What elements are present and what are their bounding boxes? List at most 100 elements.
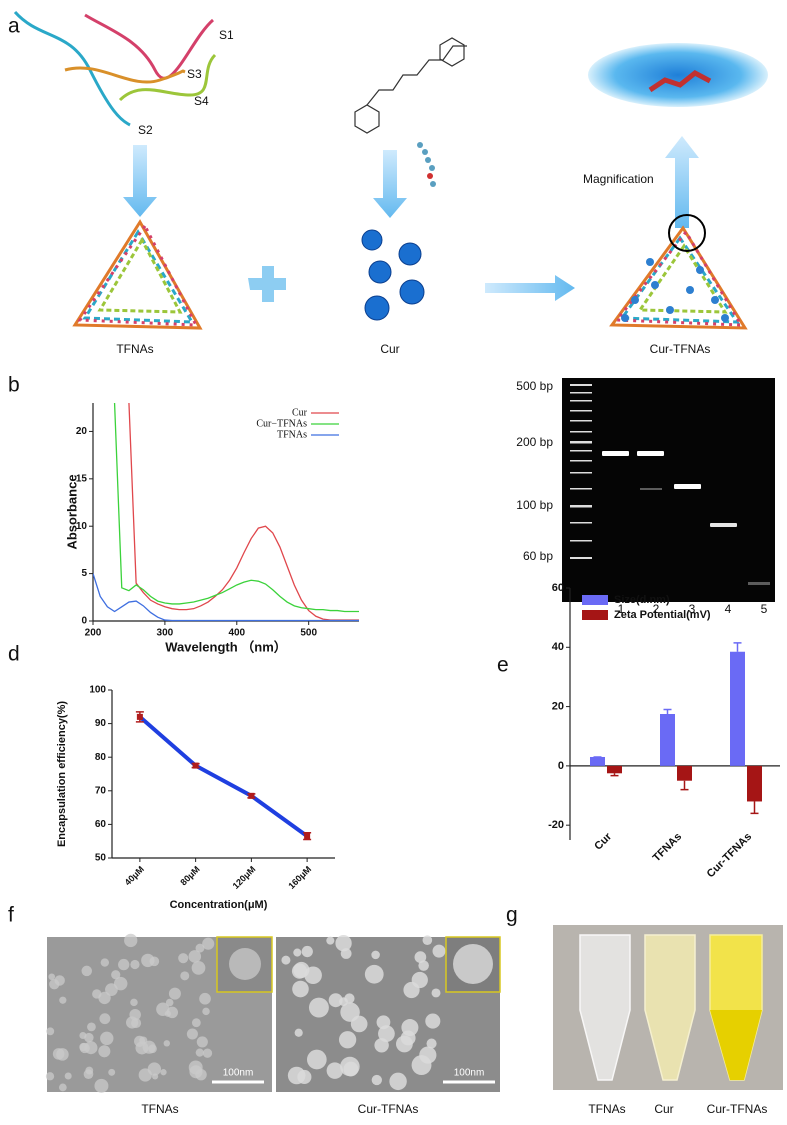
arrow [123, 145, 157, 217]
panel-letter: e [497, 654, 509, 677]
particle [389, 1072, 407, 1091]
particle [202, 1007, 210, 1016]
y-tick-label: 5 [81, 568, 87, 579]
particle [195, 1048, 204, 1057]
particle [422, 935, 433, 945]
panel-letter: g [506, 904, 518, 927]
y-tick-label: -20 [548, 819, 564, 831]
particle [281, 955, 291, 965]
particle [79, 1042, 88, 1052]
particles [45, 933, 446, 1093]
y-axis-label: Encapsulation efficiency(%) [56, 701, 68, 847]
particle [191, 1018, 201, 1028]
lane-label: 1 [618, 602, 625, 616]
x-tick-label: 200 [85, 628, 102, 639]
particle [142, 1040, 156, 1054]
particle [432, 944, 446, 958]
particle [426, 1038, 437, 1049]
particle [164, 1010, 171, 1017]
y-tick-label: 10 [76, 521, 88, 532]
particle [130, 998, 138, 1007]
ladder-bands [570, 384, 592, 559]
particle [304, 966, 322, 985]
particle [124, 933, 138, 948]
magnification-label: Magnification [583, 172, 654, 186]
diagram-label: Cur [380, 342, 399, 356]
marker [248, 792, 255, 799]
inset-particle [453, 944, 493, 984]
tem-label: TFNAs [141, 1102, 178, 1116]
particle [98, 1045, 111, 1058]
particle [335, 935, 352, 952]
y-tick-label: 0 [81, 616, 87, 627]
gel [562, 378, 775, 602]
arrow [485, 275, 575, 301]
particle [99, 1013, 111, 1025]
panel-letter: a [8, 15, 20, 38]
lane-label: 2 [653, 602, 660, 616]
legend-label: Cur [292, 407, 308, 418]
particle [108, 1068, 116, 1076]
marker [304, 833, 311, 840]
error-bar [663, 708, 672, 714]
particle [84, 1041, 98, 1055]
inset-particle [229, 948, 261, 980]
cur-beads [621, 258, 729, 322]
particle [98, 991, 111, 1005]
plus [248, 266, 286, 302]
legend-swatch [582, 595, 608, 605]
arrow [665, 136, 699, 228]
line-chart: 0 5 10 15 20 Absorbance 200 300 400 500 Wavelength… [64, 403, 359, 654]
bar [730, 651, 745, 766]
ladder-label: 100 bp [516, 498, 553, 512]
particle [58, 1083, 67, 1092]
y-tick-label: 60 [552, 582, 564, 594]
curcumin-model [417, 142, 436, 187]
y-tick-label: 20 [76, 426, 88, 437]
y-tick-label: 15 [76, 473, 88, 484]
particle [403, 981, 420, 999]
particle [431, 988, 441, 998]
particle [160, 1069, 167, 1076]
particle [344, 993, 355, 1004]
ladder-label: 60 bp [523, 549, 553, 563]
photo-label: Cur [654, 1102, 673, 1116]
particle [100, 958, 110, 967]
particle [378, 1025, 395, 1043]
particle [113, 976, 128, 991]
lane-label: 4 [725, 602, 732, 616]
bar [660, 714, 675, 766]
ladder-label: 200 bp [516, 435, 553, 449]
particle [56, 1048, 69, 1061]
arrow [373, 150, 407, 218]
bar [607, 765, 622, 774]
tfna-triangle [609, 225, 748, 330]
particle [186, 1028, 198, 1040]
particle [49, 979, 60, 990]
particle [291, 963, 308, 979]
gel-bands [602, 451, 770, 585]
line-chart: 50 60 70 80 90 100 Encapsulation efficiency(%)… [56, 685, 335, 911]
y-tick-label: 0 [558, 760, 564, 772]
legend-label: Cur−TFNAs [256, 418, 307, 429]
particle [340, 1002, 360, 1022]
particle [301, 945, 313, 958]
particle [141, 953, 155, 968]
y-tick-label: 70 [95, 785, 107, 796]
x-tick-label: 400 [228, 628, 245, 639]
particle [306, 1049, 327, 1070]
particle [287, 1066, 306, 1085]
particle [414, 951, 427, 964]
y-tick-label: 100 [89, 685, 106, 696]
particle [46, 1027, 55, 1036]
dna-strands [13, 11, 217, 127]
particle [45, 1072, 55, 1081]
particle [395, 1035, 413, 1053]
particle [48, 973, 56, 981]
particle [374, 1038, 389, 1053]
tubes [579, 934, 763, 1081]
x-tick-label: 160μM [286, 864, 313, 891]
series-line [113, 403, 359, 613]
